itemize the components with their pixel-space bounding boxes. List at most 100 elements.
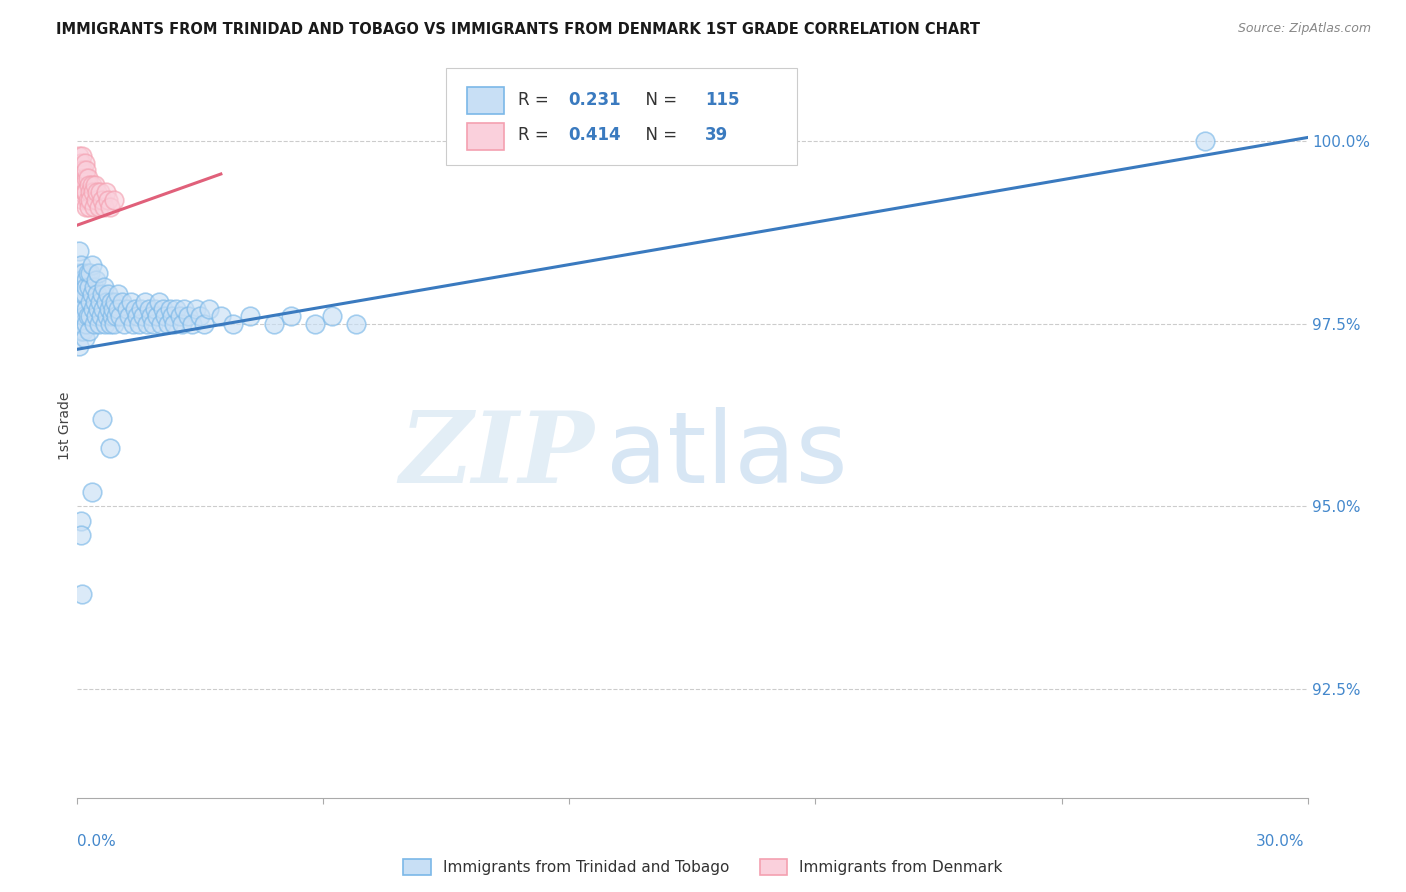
Point — [138, 302, 160, 317]
Point — [67, 294, 90, 309]
Text: 0.414: 0.414 — [568, 127, 621, 145]
Point — [186, 302, 208, 317]
Point — [69, 178, 91, 192]
Point — [72, 287, 94, 301]
Point — [86, 287, 108, 301]
Point — [91, 302, 114, 317]
Point — [77, 324, 100, 338]
Point — [155, 310, 177, 324]
Point — [97, 287, 120, 301]
Text: 0.231: 0.231 — [568, 91, 621, 109]
Point — [72, 266, 94, 280]
Point — [73, 331, 96, 345]
Point — [620, 134, 643, 148]
Point — [70, 280, 93, 294]
Point — [90, 310, 112, 324]
Text: ZIP: ZIP — [399, 408, 595, 504]
Point — [150, 317, 173, 331]
Point — [70, 163, 93, 178]
Point — [87, 317, 110, 331]
Point — [87, 200, 110, 214]
Point — [239, 310, 262, 324]
Point — [73, 156, 96, 170]
Point — [94, 317, 117, 331]
Point — [128, 317, 150, 331]
Point — [69, 273, 91, 287]
Point — [114, 317, 136, 331]
Point — [1194, 134, 1216, 148]
Point — [70, 149, 93, 163]
Point — [75, 163, 97, 178]
Point — [67, 244, 90, 258]
Point — [96, 310, 118, 324]
Point — [107, 302, 129, 317]
Point — [209, 310, 232, 324]
Point — [72, 294, 94, 309]
Point — [76, 310, 98, 324]
Point — [79, 266, 101, 280]
Text: 115: 115 — [704, 91, 740, 109]
Point — [177, 310, 200, 324]
Point — [80, 258, 103, 272]
Point — [70, 273, 93, 287]
Text: R =: R = — [517, 91, 554, 109]
Point — [70, 528, 93, 542]
Point — [69, 514, 91, 528]
Text: 30.0%: 30.0% — [1257, 834, 1305, 849]
Point — [69, 324, 91, 338]
Point — [160, 310, 183, 324]
Point — [132, 310, 155, 324]
Point — [129, 302, 152, 317]
Point — [188, 310, 212, 324]
Point — [75, 302, 97, 317]
Point — [80, 287, 103, 301]
Point — [156, 317, 179, 331]
Point — [69, 310, 91, 324]
Point — [110, 310, 132, 324]
Point — [83, 317, 105, 331]
Point — [87, 266, 110, 280]
Point — [70, 317, 93, 331]
Legend: Immigrants from Trinidad and Tobago, Immigrants from Denmark: Immigrants from Trinidad and Tobago, Imm… — [398, 855, 1008, 880]
Point — [100, 294, 122, 309]
Point — [159, 302, 181, 317]
Point — [75, 317, 97, 331]
Point — [103, 302, 125, 317]
Point — [82, 302, 104, 317]
Point — [169, 310, 191, 324]
Point — [98, 441, 121, 455]
Point — [69, 287, 91, 301]
Text: 39: 39 — [704, 127, 728, 145]
Point — [76, 193, 98, 207]
Point — [97, 193, 120, 207]
Point — [89, 294, 111, 309]
Point — [83, 200, 105, 214]
Text: 0.0%: 0.0% — [77, 834, 117, 849]
Point — [142, 317, 165, 331]
Point — [70, 302, 93, 317]
Point — [197, 302, 219, 317]
Point — [136, 317, 159, 331]
Text: atlas: atlas — [606, 408, 848, 504]
Point — [79, 310, 101, 324]
Point — [73, 310, 96, 324]
Point — [75, 170, 97, 185]
Point — [67, 338, 90, 352]
Point — [72, 193, 94, 207]
Point — [146, 310, 169, 324]
Point — [103, 193, 125, 207]
Point — [73, 287, 96, 301]
Point — [75, 200, 97, 214]
Point — [73, 186, 96, 200]
Point — [67, 170, 90, 185]
Point — [72, 163, 94, 178]
Text: Source: ZipAtlas.com: Source: ZipAtlas.com — [1237, 22, 1371, 36]
Point — [70, 258, 93, 272]
Point — [101, 310, 124, 324]
Point — [94, 186, 117, 200]
Point — [181, 317, 204, 331]
FancyBboxPatch shape — [447, 69, 797, 165]
Point — [80, 178, 103, 192]
Point — [90, 287, 114, 301]
Point — [72, 178, 94, 192]
